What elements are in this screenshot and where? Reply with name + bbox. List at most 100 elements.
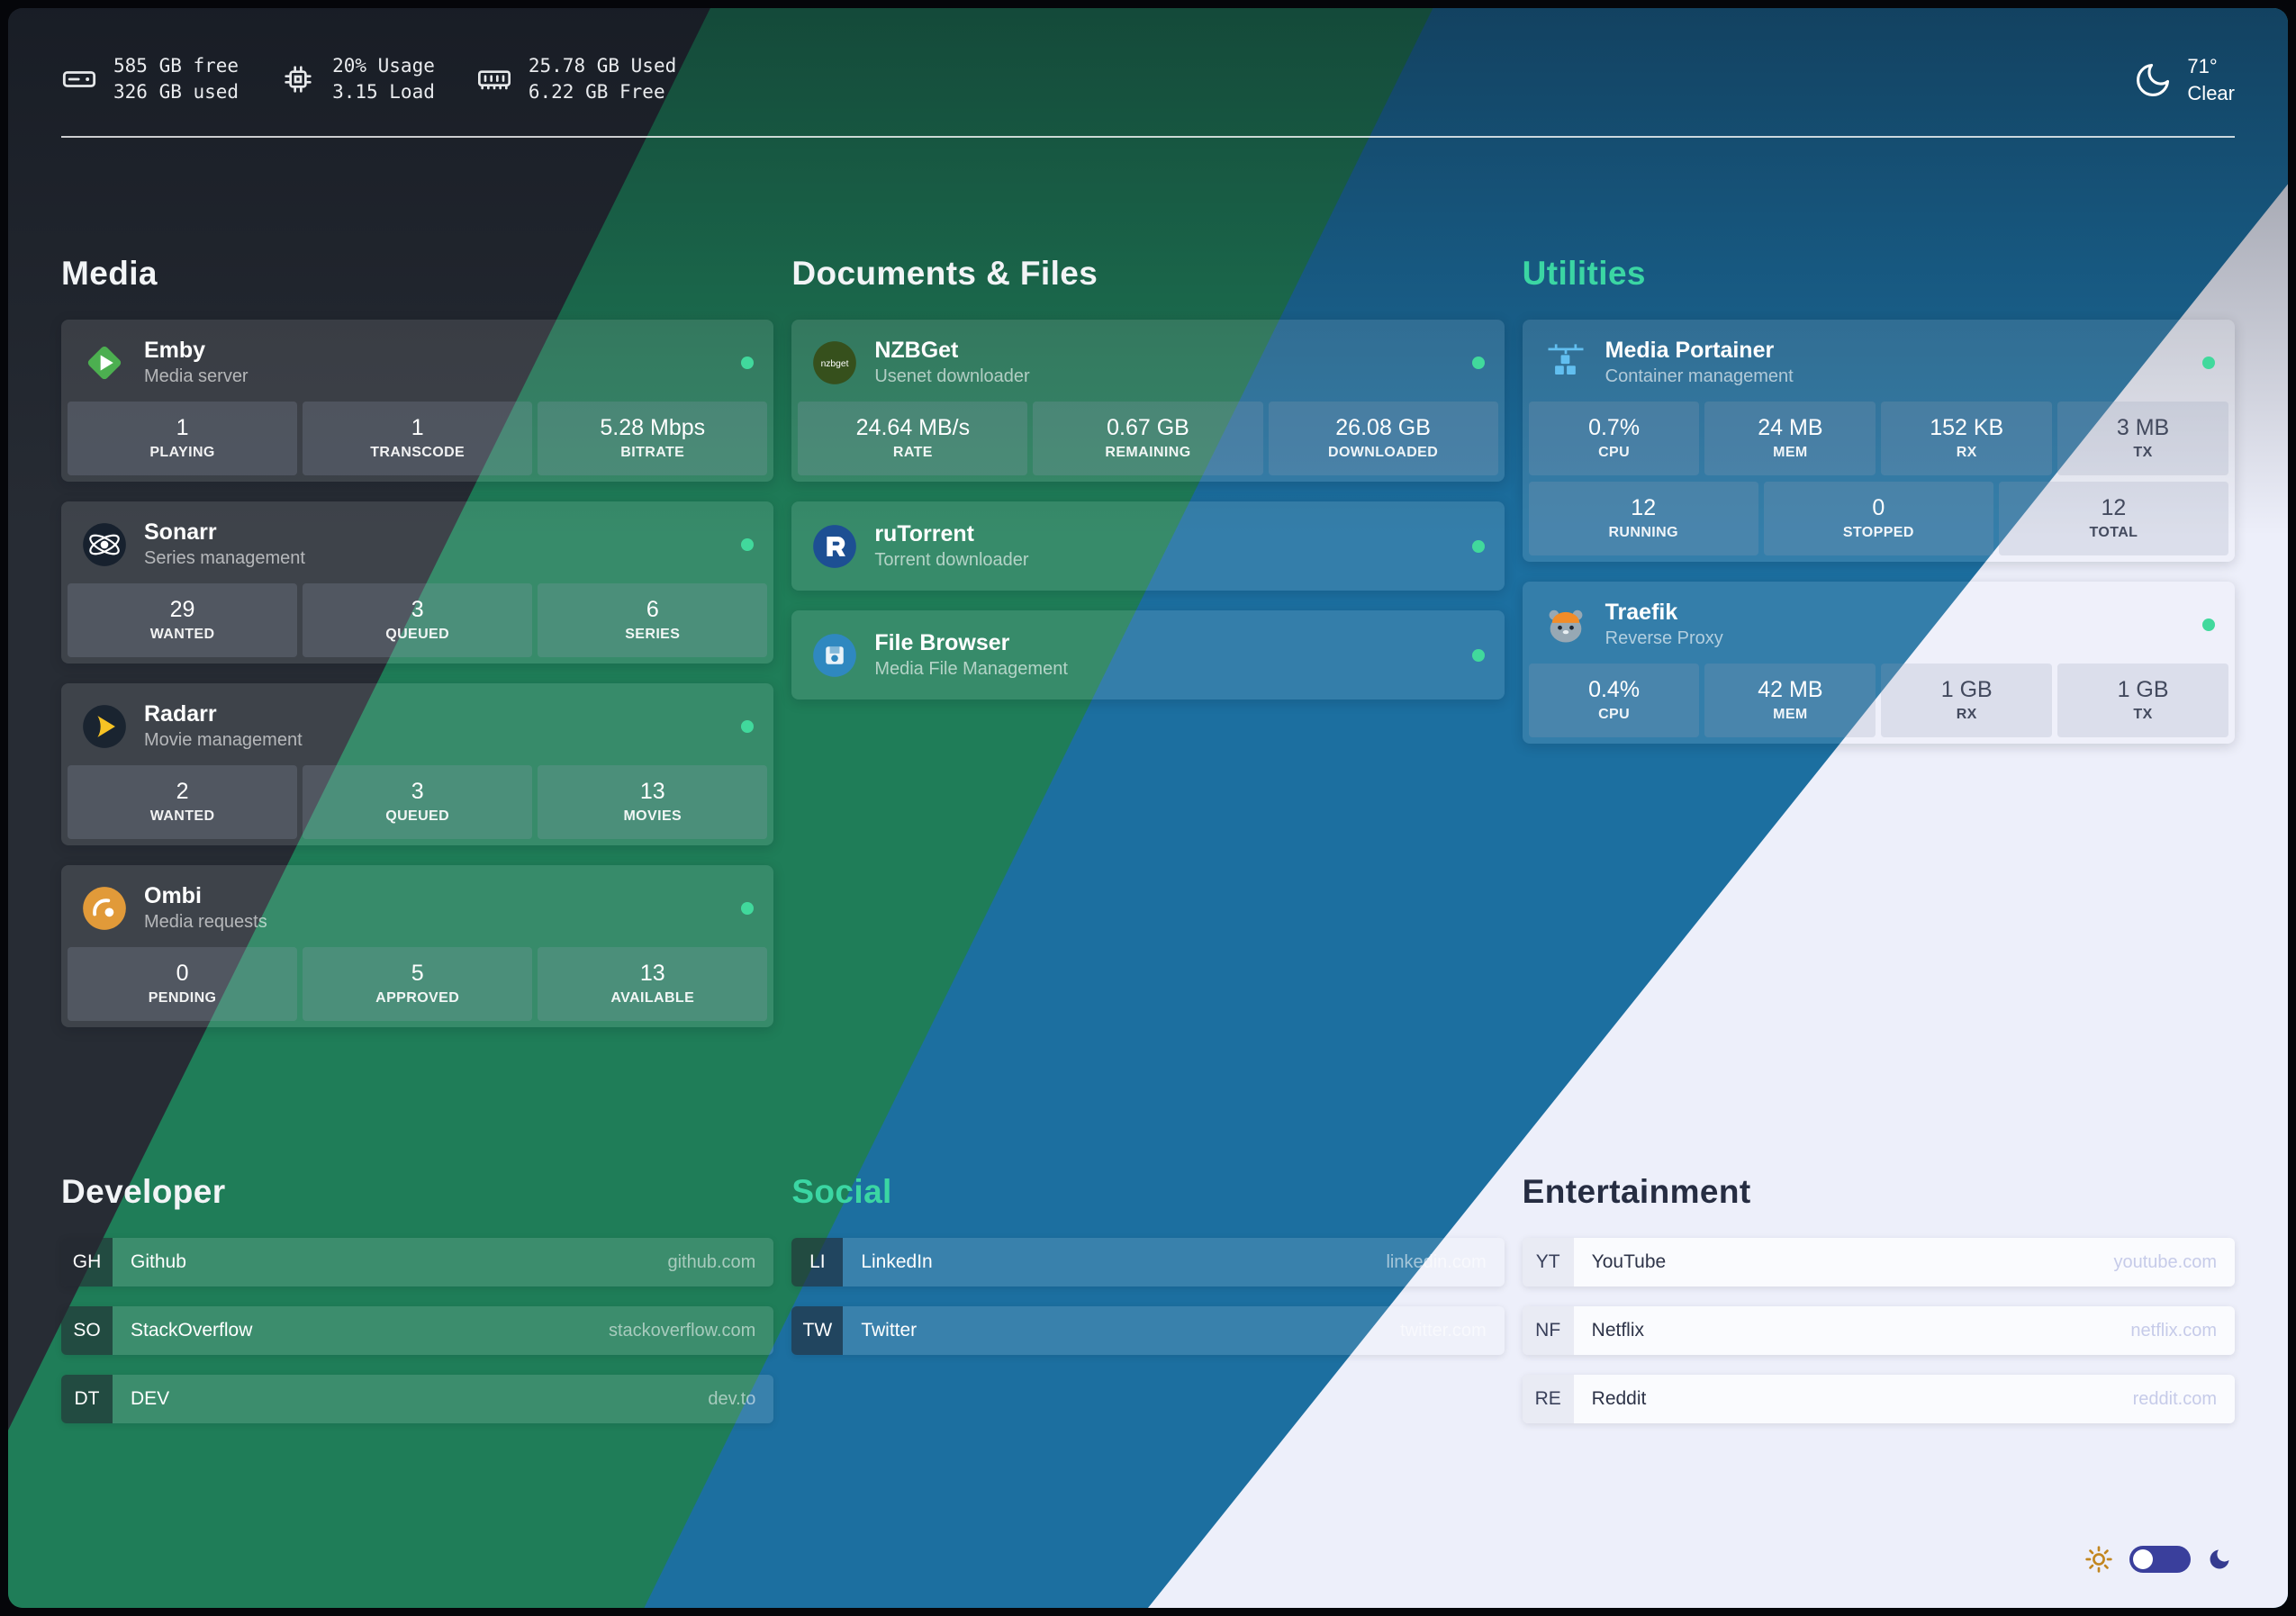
service-card-traefik[interactable]: Traefik Reverse Proxy 0.4% CPU 42 MB MEM [1522, 582, 2235, 744]
stat-tile: 0 STOPPED [1763, 482, 1993, 555]
link-name: DEV [131, 1388, 170, 1409]
traefik-icon [1542, 601, 1589, 648]
ombi-icon [81, 885, 128, 932]
link-abbr-badge: TW [791, 1306, 844, 1355]
service-text: Radarr Movie management [144, 701, 303, 751]
stat-label: PLAYING [149, 445, 215, 460]
service-text: Emby Media server [144, 338, 249, 387]
stat-label: AVAILABLE [610, 990, 695, 1006]
dashboard-page: 585 GB free 326 GB used 20% Usage 3.15 L… [8, 8, 2288, 1608]
service-text: NZBGet Usenet downloader [874, 338, 1029, 387]
service-subtitle: Series management [144, 548, 305, 568]
status-online-dot [741, 537, 755, 551]
link-row-reddit[interactable]: RE Reddit reddit.com [1522, 1375, 2235, 1423]
link-row-twitter[interactable]: TW Twitter twitter.com [791, 1306, 1505, 1355]
service-card-ombi[interactable]: Ombi Media requests 0 PENDING 5 APPROVED [61, 865, 774, 1027]
section-utilities: Utilities Media Portainer Container mana… [1522, 255, 2235, 1047]
card-header: nzbget NZBGet Usenet downloader [791, 320, 1504, 402]
link-abbr-badge: SO [61, 1306, 113, 1355]
service-name: Traefik [1604, 600, 1678, 625]
link-row-netflix[interactable]: NF Netflix netflix.com [1522, 1306, 2235, 1355]
stat-value: 5.28 Mbps [600, 415, 706, 440]
card-header: Ombi Media requests [61, 865, 773, 947]
stat-tile: 5 APPROVED [303, 947, 533, 1021]
stat-tile: 0.7% CPU [1528, 402, 1700, 475]
theme-toggle[interactable] [2129, 1546, 2191, 1573]
stat-tile: 1 GB RX [1881, 664, 2053, 737]
weather-text: 71° Clear [2187, 53, 2235, 107]
stat-tile: 2 WANTED [68, 765, 298, 839]
stat-value: 26.08 GB [1335, 415, 1431, 440]
stat-tile: 24.64 MB/s RATE [798, 402, 1028, 475]
status-online-dot [1471, 356, 1485, 369]
stat-value: 24 MB [1758, 415, 1823, 440]
service-name: Radarr [144, 701, 217, 727]
dark-mode-moon-icon[interactable] [2207, 1547, 2232, 1572]
stat-label: RATE [892, 445, 933, 460]
stat-value: 1 [411, 415, 424, 440]
service-card-portainer[interactable]: Media Portainer Container management 0.7… [1522, 320, 2235, 562]
card-header: Media Portainer Container management [1523, 320, 2235, 402]
link-name: LinkedIn [861, 1251, 933, 1272]
service-card-sonarr[interactable]: Sonarr Series management 29 WANTED 3 QUE… [61, 501, 774, 664]
stats-row: 12 RUNNING 0 STOPPED 12 TOTAL [1523, 482, 2235, 562]
link-row-dev[interactable]: DT DEV dev.to [61, 1375, 774, 1423]
stat-tile: 13 MOVIES [538, 765, 768, 839]
stat-label: QUEUED [385, 808, 450, 824]
service-text: Sonarr Series management [144, 519, 305, 569]
service-name: Ombi [144, 883, 202, 908]
service-text: Ombi Media requests [144, 883, 267, 933]
stats-row: 2 WANTED 3 QUEUED 13 MOVIES [61, 765, 773, 845]
stat-tile: 13 AVAILABLE [538, 947, 768, 1021]
disk-icon [61, 61, 97, 97]
topbar-divider [61, 136, 2235, 138]
link-abbr-badge: GH [61, 1238, 113, 1286]
link-row-stackoverflow[interactable]: SO StackOverflow stackoverflow.com [61, 1306, 774, 1355]
stat-tile: 1 PLAYING [68, 402, 298, 475]
section-title-entertainment: Entertainment [1522, 1173, 1751, 1210]
service-text: Media Portainer Container management [1605, 338, 1794, 387]
cpu-stats: 20% Usage 3.15 Load [280, 53, 435, 105]
content: 585 GB free 326 GB used 20% Usage 3.15 L… [8, 8, 2288, 1608]
stat-value: 0.7% [1588, 415, 1641, 440]
service-card-nzbget[interactable]: nzbget NZBGet Usenet downloader 24.64 MB… [791, 320, 1505, 482]
link-name: Netflix [1591, 1320, 1645, 1341]
link-row-youtube[interactable]: YT YouTube youtube.com [1522, 1238, 2235, 1286]
theme-controls [2084, 1545, 2232, 1574]
svg-text:nzbget: nzbget [821, 358, 849, 368]
nzbget-icon: nzbget [811, 339, 858, 386]
service-subtitle: Usenet downloader [874, 366, 1030, 386]
stat-tile: 0.4% CPU [1528, 664, 1700, 737]
stat-tile: 3 QUEUED [303, 583, 533, 657]
stat-value: 152 KB [1930, 415, 2004, 440]
link-name: Twitter [861, 1320, 917, 1341]
section-title-social: Social [791, 1173, 892, 1210]
stat-label: RUNNING [1608, 525, 1678, 540]
stat-tile: 0 PENDING [68, 947, 298, 1021]
stat-value: 24.64 MB/s [855, 415, 971, 440]
link-row-github[interactable]: GH Github github.com [61, 1238, 774, 1286]
service-card-radarr[interactable]: Radarr Movie management 2 WANTED 3 QUEUE… [61, 683, 774, 845]
stat-tile: 3 MB TX [2057, 402, 2228, 475]
memory-free: 6.22 GB Free [528, 81, 665, 103]
link-url: linkedin.com [1386, 1251, 1487, 1272]
service-card-emby[interactable]: Emby Media server 1 PLAYING 1 TRANSCODE [61, 320, 774, 482]
link-row-linkedin[interactable]: LI LinkedIn linkedin.com [791, 1238, 1505, 1286]
service-text: Traefik Reverse Proxy [1605, 600, 1723, 649]
stat-label: WANTED [149, 627, 215, 642]
light-mode-sun-icon[interactable] [2084, 1545, 2113, 1574]
stat-value: 0.67 GB [1107, 415, 1189, 440]
link-url: reddit.com [2132, 1388, 2217, 1409]
service-card-filebrowser[interactable]: File Browser Media File Management [791, 610, 1505, 700]
link-abbr-badge: LI [791, 1238, 844, 1286]
link-name: Reddit [1591, 1388, 1647, 1409]
link-name: YouTube [1591, 1251, 1667, 1272]
stat-value: 2 [176, 779, 189, 804]
service-card-rutorrent[interactable]: ruTorrent Torrent downloader [791, 501, 1505, 591]
card-header: ruTorrent Torrent downloader [791, 501, 1504, 591]
stat-value: 12 [2101, 495, 2127, 520]
portainer-icon [1542, 339, 1589, 386]
sonarr-icon [81, 521, 128, 568]
section-media: Media Emby Media server [61, 255, 774, 1047]
stat-tile: 26.08 GB DOWNLOADED [1268, 402, 1498, 475]
